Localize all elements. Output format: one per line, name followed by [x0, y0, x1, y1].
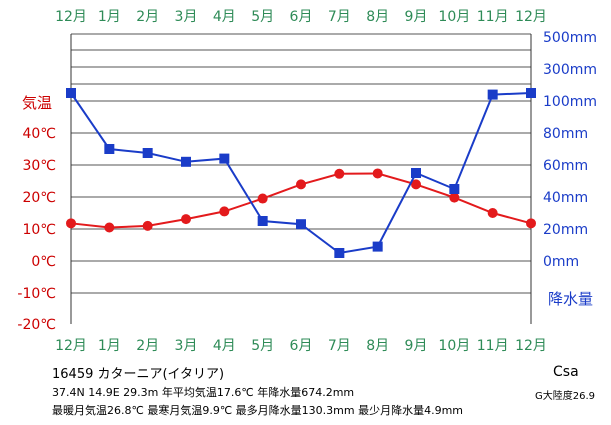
continentality-index: G大陸度26.9 — [535, 391, 596, 402]
month-label-top: 6月 — [290, 9, 313, 25]
month-label-top: 7月 — [328, 9, 351, 25]
precipitation-point — [296, 219, 306, 230]
month-label-top: 4月 — [213, 9, 236, 25]
precipitation-point — [219, 153, 230, 164]
precipitation-point — [181, 156, 191, 167]
month-label-bottom: 11月 — [477, 338, 509, 354]
month-label-top: 12月 — [55, 9, 87, 25]
month-axis-bottom: 12月 1月 2月 3月 4月 5月 6月 7月 8月 9月 10月 11月 12月 — [55, 338, 547, 354]
month-label-bottom: 3月 — [175, 338, 198, 354]
temperature-point — [372, 168, 383, 179]
precipitation-tick-label: 80mm — [543, 126, 588, 142]
month-label-bottom: 9月 — [405, 338, 428, 354]
precipitation-tick-label: 40mm — [543, 190, 588, 206]
precipitation-axis: 500mm 300mm 100mm 80mm 60mm 40mm 20mm 0mm — [543, 30, 597, 270]
month-label-bottom: 7月 — [328, 338, 351, 354]
temperature-tick-label: 30℃ — [22, 158, 56, 174]
temperature-point — [104, 222, 115, 233]
month-label-top: 8月 — [366, 9, 389, 25]
series-layer — [66, 88, 536, 258]
month-label-top: 9月 — [405, 9, 428, 25]
temperature-point — [66, 218, 76, 229]
precipitation-point — [449, 184, 460, 194]
koppen-class: Csa — [553, 364, 579, 380]
temperature-point — [296, 179, 306, 190]
month-label-top: 2月 — [136, 9, 159, 25]
month-axis-top: 12月 1月 2月 3月 4月 5月 6月 7月 8月 9月 10月 11月 12月 — [55, 9, 547, 25]
month-label-bottom: 2月 — [136, 338, 159, 354]
temperature-tick-label: -10℃ — [17, 286, 56, 302]
precipitation-point — [142, 148, 153, 158]
precipitation-point — [487, 89, 498, 100]
precipitation-tick-label: 0mm — [543, 254, 579, 270]
temperature-axis-title: 気温 — [22, 94, 52, 112]
temperature-point — [142, 220, 153, 231]
temperature-point — [526, 218, 536, 229]
temperature-axis: 40℃ 30℃ 20℃ 10℃ 0℃ -10℃ -20℃ — [17, 126, 56, 333]
temperature-tick-label: -20℃ — [17, 317, 56, 333]
temperature-point — [487, 208, 498, 219]
month-label-bottom: 12月 — [515, 338, 547, 354]
month-label-top: 10月 — [438, 9, 470, 25]
precipitation-point — [526, 88, 536, 98]
precipitation-point — [257, 216, 268, 226]
precipitation-tick-label: 60mm — [543, 158, 588, 174]
month-label-bottom: 10月 — [438, 338, 470, 354]
temperature-point — [411, 179, 421, 190]
month-label-bottom: 5月 — [251, 338, 274, 354]
station-stats-line-2: 最暖月気温26.8℃ 最寒月気温9.9℃ 最多月降水量130.3mm 最少月降水… — [52, 404, 464, 417]
precipitation-point — [66, 88, 76, 98]
temperature-point — [334, 168, 345, 179]
precipitation-tick-label: 300mm — [543, 62, 597, 78]
precipitation-tick-label: 500mm — [543, 30, 597, 46]
month-label-top: 11月 — [477, 9, 509, 25]
month-label-bottom: 4月 — [213, 338, 236, 354]
temperature-point — [257, 193, 268, 204]
month-label-bottom: 12月 — [55, 338, 87, 354]
temperature-tick-label: 0℃ — [31, 254, 56, 270]
temperature-tick-label: 10℃ — [22, 222, 56, 238]
temperature-point — [181, 214, 191, 225]
month-label-top: 3月 — [175, 9, 198, 25]
station-label: 16459 カターニア(イタリア) — [52, 367, 225, 382]
month-label-bottom: 8月 — [366, 338, 389, 354]
temperature-point — [449, 192, 460, 203]
precipitation-tick-label: 100mm — [543, 94, 597, 110]
precipitation-axis-title: 降水量 — [548, 290, 593, 308]
temperature-tick-label: 20℃ — [22, 190, 56, 206]
precipitation-point — [411, 168, 421, 178]
month-label-bottom: 6月 — [290, 338, 313, 354]
month-label-bottom: 1月 — [98, 338, 121, 354]
temperature-point — [219, 206, 230, 217]
grid-lines — [70, 33, 532, 324]
precipitation-point — [334, 248, 345, 258]
month-label-top: 5月 — [251, 9, 274, 25]
station-stats-line-1: 37.4N 14.9E 29.3m 年平均気温17.6℃ 年降水量674.2mm — [52, 386, 355, 399]
temperature-tick-label: 40℃ — [22, 126, 56, 142]
month-label-top: 1月 — [98, 9, 121, 25]
precipitation-tick-label: 20mm — [543, 222, 588, 238]
month-label-top: 12月 — [515, 9, 547, 25]
precipitation-point — [104, 144, 115, 154]
precipitation-point — [372, 241, 383, 252]
